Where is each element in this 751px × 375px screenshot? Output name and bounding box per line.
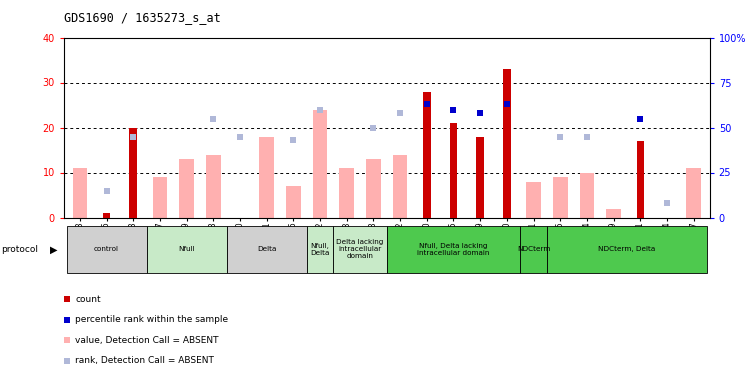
Bar <box>686 168 701 217</box>
Bar <box>503 69 511 218</box>
Bar <box>547 226 707 273</box>
Text: percentile rank within the sample: percentile rank within the sample <box>75 315 228 324</box>
Bar <box>423 92 430 218</box>
Bar <box>553 177 568 218</box>
Bar <box>520 226 547 273</box>
Text: Delta: Delta <box>257 246 276 252</box>
Text: ▶: ▶ <box>50 244 58 254</box>
Bar <box>259 136 274 218</box>
Bar <box>637 141 644 218</box>
Text: NDCterm, Delta: NDCterm, Delta <box>599 246 656 252</box>
Bar <box>526 182 541 218</box>
Bar <box>366 159 381 218</box>
Bar <box>450 123 457 218</box>
Bar <box>206 154 221 218</box>
Bar <box>129 128 137 218</box>
Text: control: control <box>94 246 119 252</box>
Bar <box>339 168 354 217</box>
Bar <box>312 110 327 218</box>
Text: count: count <box>75 295 101 304</box>
Text: NDCterm: NDCterm <box>517 246 550 252</box>
Bar <box>387 226 520 273</box>
Bar <box>103 213 110 217</box>
Bar <box>152 177 167 218</box>
Bar <box>580 172 594 217</box>
Text: rank, Detection Call = ABSENT: rank, Detection Call = ABSENT <box>75 356 214 365</box>
Bar <box>67 226 146 273</box>
Bar <box>227 226 306 273</box>
Text: Nfull,
Delta: Nfull, Delta <box>310 243 330 256</box>
Bar <box>306 226 333 273</box>
Text: Nfull: Nfull <box>178 246 195 252</box>
Text: Delta lacking
intracellular
domain: Delta lacking intracellular domain <box>336 239 384 260</box>
Bar <box>146 226 227 273</box>
Bar <box>606 209 621 218</box>
Bar <box>286 186 300 218</box>
Bar <box>333 226 387 273</box>
Bar <box>73 168 87 217</box>
Text: GDS1690 / 1635273_s_at: GDS1690 / 1635273_s_at <box>64 11 221 24</box>
Bar <box>179 159 194 218</box>
Text: Nfull, Delta lacking
intracellular domain: Nfull, Delta lacking intracellular domai… <box>418 243 490 256</box>
Bar <box>476 136 484 218</box>
Text: protocol: protocol <box>2 245 38 254</box>
Bar <box>393 154 408 218</box>
Text: value, Detection Call = ABSENT: value, Detection Call = ABSENT <box>75 336 219 345</box>
